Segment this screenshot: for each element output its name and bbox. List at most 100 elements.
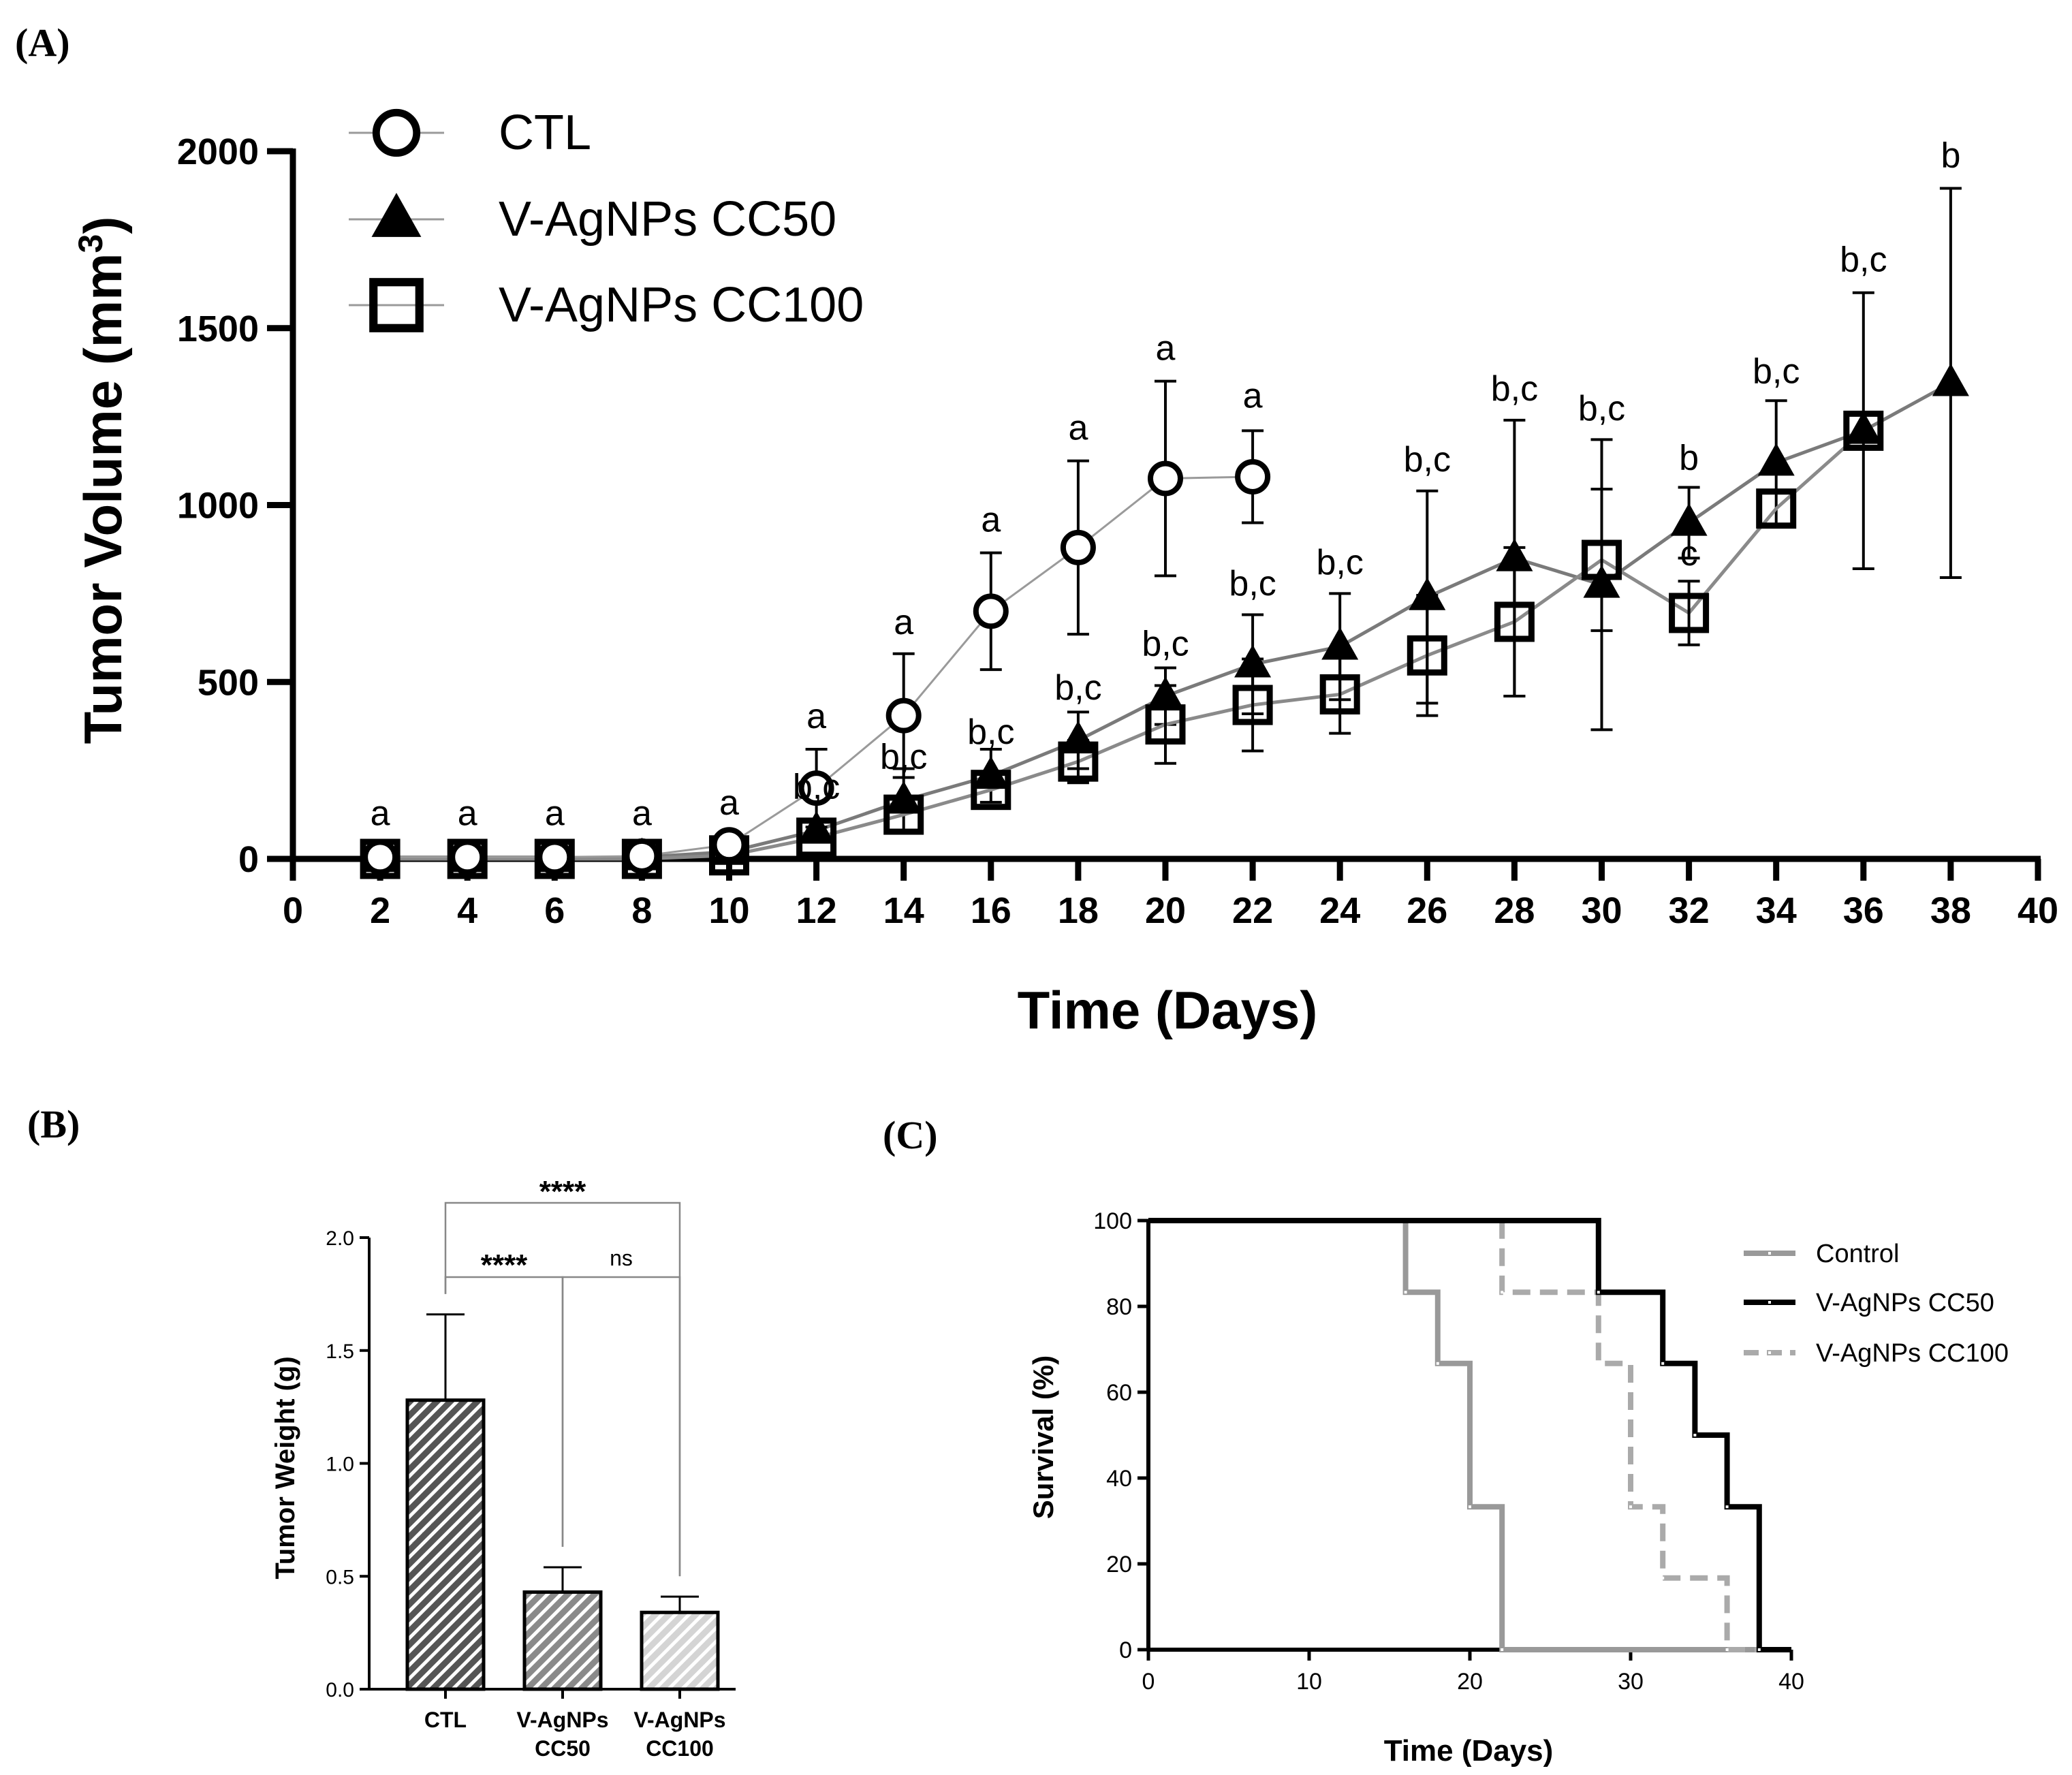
chart-a-point: [1669, 593, 1710, 633]
chart-a-x-tick-label: 6: [544, 890, 565, 931]
chart-b-bar: [640, 1610, 720, 1691]
chart-a-point: [1843, 410, 1884, 451]
chart-c-legend-marker: [1768, 1252, 1771, 1255]
chart-a-significance-label: a: [632, 794, 652, 834]
chart-a-point: [450, 839, 486, 875]
chart-a-legend-marker: [369, 278, 424, 332]
chart-a-point: [1845, 411, 1882, 444]
chart-b-y-tick-label: 0.0: [326, 1679, 354, 1701]
chart-a-point: [1060, 529, 1096, 565]
chart-a-point: [1932, 363, 1969, 396]
chart-a-x-tick-label: 30: [1581, 890, 1622, 931]
chart-a-significance-label: b,c: [1404, 440, 1451, 480]
chart-c-censor-tick: [1436, 1362, 1439, 1365]
chart-c-survival-line: [1148, 1218, 1791, 1652]
chart-a-significance-label: a: [1243, 377, 1263, 416]
chart-a-xlabel: Time (Days): [1018, 980, 1318, 1040]
chart-a-point: [624, 838, 660, 874]
chart-c-censor-tick: [1404, 1291, 1407, 1294]
chart-b-significance-label: ****: [539, 1175, 586, 1208]
chart-a-point: [1058, 741, 1099, 782]
chart-a-point: [1409, 577, 1446, 610]
chart-b-significance-label: ****: [481, 1248, 528, 1282]
chart-c-y-tick-label: 20: [1106, 1552, 1132, 1577]
chart-c-censor-tick: [1725, 1648, 1729, 1651]
chart-c-survival-line: [1148, 1218, 1791, 1652]
chart-a-x-tick-label: 36: [1843, 890, 1884, 931]
chart-c-y-tick-label: 60: [1106, 1380, 1132, 1406]
chart-a-point: [1407, 635, 1447, 676]
chart-b-x-tick-label: CC50: [535, 1736, 591, 1761]
chart-b-x-tick-label: CTL: [424, 1708, 467, 1732]
chart-c-y-tick-label: 100: [1093, 1208, 1132, 1234]
chart-a-significance-label: a: [981, 500, 1001, 539]
chart-a-ylabel-superscript: 3: [72, 234, 110, 253]
chart-c-x-tick-label: 0: [1142, 1669, 1155, 1695]
chart-a-x-tick-label: 8: [631, 890, 652, 931]
chart-a-point: [1670, 503, 1708, 536]
chart-a-legend-marker: [371, 193, 422, 237]
chart-a-x-tick-label: 22: [1232, 890, 1273, 931]
chart-c-censor-tick: [1629, 1505, 1632, 1509]
chart-c-x-tick-label: 20: [1457, 1669, 1483, 1695]
chart-a-x-tick-label: 32: [1669, 890, 1710, 931]
chart-a-x-tick-label: 24: [1319, 890, 1360, 931]
chart-a-point: [885, 697, 922, 734]
chart-a-point: [973, 593, 1009, 629]
chart-a-point: [1496, 538, 1533, 571]
chart-a-x-tick-label: 12: [796, 890, 837, 931]
chart-a-x-tick-label: 10: [708, 890, 749, 931]
chart-c-survival-line: [1148, 1218, 1791, 1652]
chart-a-y-tick-label: 500: [198, 662, 259, 703]
chart-a-point: [537, 839, 573, 875]
chart-a-x-tick-label: 4: [457, 890, 477, 931]
chart-b-y-tick-label: 0.5: [326, 1566, 354, 1588]
chart-a-legend-label: V-AgNPs CC100: [499, 278, 864, 332]
chart-c-ylabel: Survival (%): [1027, 1355, 1059, 1519]
chart-a-point: [1583, 565, 1620, 598]
chart-a-significance-label: b,c: [1753, 351, 1800, 391]
chart-a-significance-label: b: [1679, 439, 1699, 478]
chart-c-x-tick-label: 10: [1296, 1669, 1322, 1695]
chart-a-point: [1147, 676, 1184, 710]
chart-a-x-tick-label: 40: [2018, 890, 2058, 931]
chart-a-legend-label: CTL: [499, 106, 591, 160]
chart-a-y-tick-label: 2000: [177, 131, 259, 172]
chart-a-x-tick-label: 0: [283, 890, 303, 931]
chart-a-significance-label: c: [1680, 534, 1698, 574]
chart-c-censor-tick: [1661, 1362, 1665, 1365]
panel-label-a: (A): [15, 20, 70, 65]
chart-a-significance-label: b,c: [1229, 564, 1276, 603]
chart-c-legend-label: Control: [1816, 1240, 1900, 1268]
chart-c-legend-marker: [1768, 1301, 1771, 1304]
chart-a-x-tick-label: 14: [883, 890, 924, 931]
chart-b-significance-label: ns: [610, 1246, 633, 1270]
chart-a-significance-label: a: [1068, 408, 1088, 447]
chart-b-y-tick-label: 1.0: [326, 1454, 354, 1476]
chart-a-x-tick-label: 38: [1930, 890, 1971, 931]
chart-a-y-tick-label: 1500: [177, 309, 259, 349]
chart-a-significance-label: b,c: [880, 738, 927, 777]
chart-a-significance-label: a: [806, 697, 826, 736]
chart-a-significance-label: b,c: [967, 712, 1014, 752]
chart-c-y-tick-label: 80: [1106, 1294, 1132, 1320]
chart-c-censor-tick: [1693, 1434, 1697, 1436]
chart-c-censor-tick: [1725, 1505, 1729, 1509]
chart-a-significance-label: b: [1941, 136, 1960, 175]
chart-c-censor-tick: [1661, 1576, 1665, 1580]
panel-label-c: (C): [883, 1113, 938, 1157]
chart-c-censor-tick: [1597, 1362, 1600, 1365]
chart-c: 0 20 40 60 80 100 0 10 20 30 40 Control V-AgNPs CC50…: [1093, 1208, 2009, 1695]
chart-a-significance-label: b,c: [1054, 668, 1101, 708]
chart-b-bar: [522, 1590, 603, 1691]
chart-b-ylabel: Tumor Weight (g): [270, 1356, 300, 1579]
chart-c-x-tick-label: 40: [1778, 1669, 1804, 1695]
chart-a-significance-label: b,c: [1142, 624, 1189, 663]
chart-a-point: [1234, 644, 1272, 678]
chart-a-x-tick-label: 34: [1756, 890, 1797, 931]
chart-a-legend-label: V-AgNPs CC50: [499, 192, 836, 247]
chart-b-y-tick-label: 1.5: [326, 1340, 354, 1363]
chart-c-censor-tick: [1597, 1291, 1600, 1294]
